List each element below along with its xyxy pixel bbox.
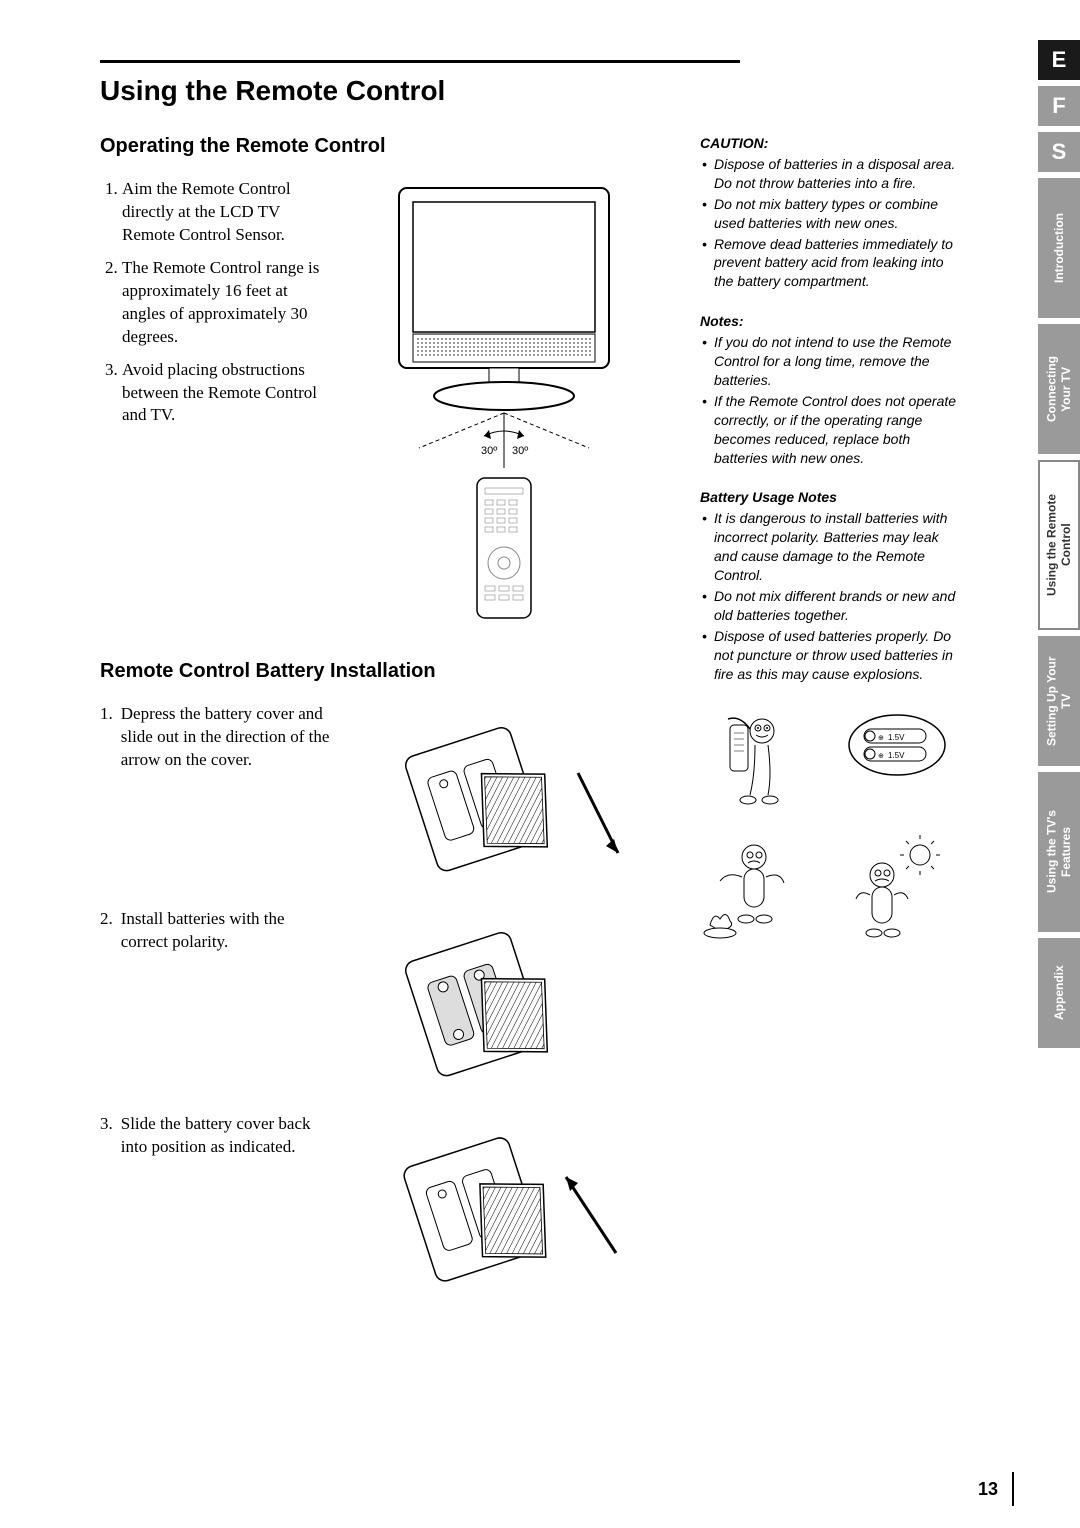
tab-s[interactable]: S [1038,132,1080,172]
caution-heading: CAUTION: [700,135,960,151]
list-item: Do not mix battery types or combine used… [700,195,960,233]
mascot-sun-icon [842,833,942,943]
list-item: It is dangerous to install batteries wit… [700,509,960,585]
tab-features[interactable]: Using the TV's Features [1038,772,1080,932]
battery-section: Remote Control Battery Installation 1.De… [100,660,660,1308]
list-item: If the Remote Control does not operate c… [700,392,960,468]
notes-list: If you do not intend to use the Remote C… [700,333,960,467]
angle-label-left: 30º [481,445,497,457]
battery-step-2: 2.Install batteries with the correct pol… [100,908,330,954]
list-item: The Remote Control range is approximatel… [122,257,330,349]
page-number-rule [1012,1472,1014,1506]
battery-diagram-2 [348,908,660,1093]
tab-using-remote[interactable]: Using the Remote Control [1038,460,1080,630]
list-item: Dispose of batteries in a disposal area.… [700,155,960,193]
operating-heading: Operating the Remote Control [100,135,660,158]
tab-e[interactable]: E [1038,40,1080,80]
list-item: Avoid placing obstructions between the R… [122,359,330,428]
tab-appendix[interactable]: Appendix [1038,938,1080,1048]
list-item: If you do not intend to use the Remote C… [700,333,960,390]
page-number: 13 [978,1479,998,1500]
list-item: Aim the Remote Control directly at the L… [122,178,330,247]
svg-text:⊕: ⊕ [878,753,884,760]
mascot-fire-icon [700,833,800,943]
svg-text:1.5V: 1.5V [888,733,905,742]
main-columns: Operating the Remote Control Aim the Rem… [100,135,960,1328]
mascot-remote-icon [700,705,800,815]
tab-connecting[interactable]: Connecting Your TV [1038,324,1080,454]
list-item: Do not mix different brands or new and o… [700,587,960,625]
section-rule [100,60,740,63]
battery-step-1: 1.Depress the battery cover and slide ou… [100,703,330,772]
list-item: Remove dead batteries immediately to pre… [700,235,960,292]
tv-remote-diagram: 30º 30º [348,178,660,628]
battery-diagram-3 [348,1113,660,1308]
battery-diagram-1 [348,703,660,888]
safety-illustrations: ⊕ 1.5V ⊕ 1.5V [700,705,960,943]
svg-text:⊕: ⊕ [878,735,884,742]
tab-introduction[interactable]: Introduction [1038,178,1080,318]
notes-heading: Notes: [700,313,960,329]
usage-list: It is dangerous to install batteries wit… [700,509,960,683]
operating-steps: Aim the Remote Control directly at the L… [100,178,330,628]
usage-heading: Battery Usage Notes [700,489,960,505]
battery-heading: Remote Control Battery Installation [100,660,660,683]
svg-text:1.5V: 1.5V [888,751,905,760]
left-column: Operating the Remote Control Aim the Rem… [100,135,660,1328]
right-column: CAUTION: Dispose of batteries in a dispo… [700,135,960,1328]
tab-f[interactable]: F [1038,86,1080,126]
list-item: Dispose of used batteries properly. Do n… [700,627,960,684]
page-title: Using the Remote Control [100,75,960,107]
battery-pair-icon: ⊕ 1.5V ⊕ 1.5V [842,705,952,795]
battery-step-3: 3.Slide the battery cover back into posi… [100,1113,330,1159]
caution-list: Dispose of batteries in a disposal area.… [700,155,960,291]
section-tabs: E F S Introduction Connecting Your TV Us… [1038,40,1080,1054]
angle-label-right: 30º [512,445,528,457]
tab-setting-up[interactable]: Setting Up Your TV [1038,636,1080,766]
